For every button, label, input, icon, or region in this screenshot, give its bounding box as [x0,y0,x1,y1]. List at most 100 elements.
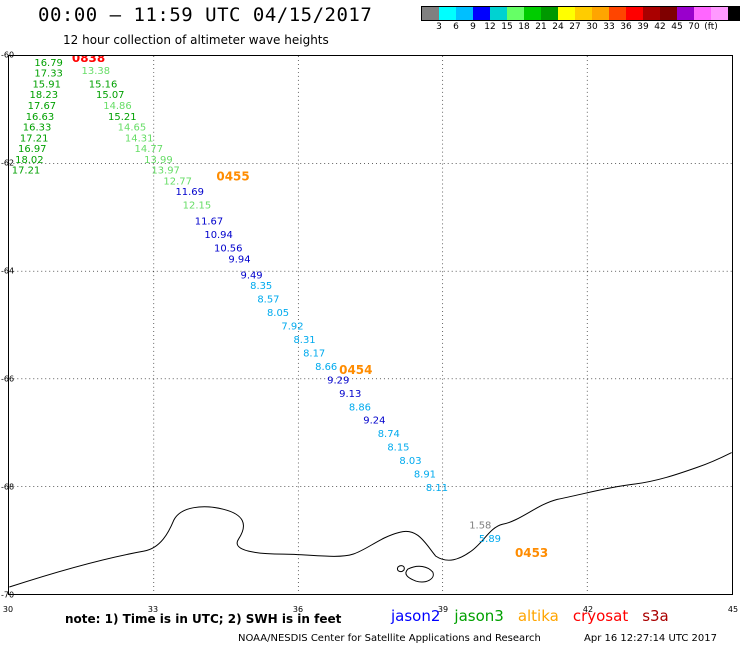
generated-timestamp: Apr 16 12:27:14 UTC 2017 [584,633,717,644]
wave-height-value: 17.21 [20,133,48,144]
wave-height-value: 9.13 [339,389,361,400]
wave-height-value: 18.23 [30,90,59,101]
satellite-legend: jason2 jason3 altika cryosat s3a [391,607,683,625]
wave-height-value: 7.92 [281,322,303,333]
wave-height-value: 11.67 [195,217,223,228]
wave-height-value: 9.29 [327,375,349,386]
legend-swatch [490,7,507,20]
wave-height-value: 11.69 [175,187,203,198]
legend-label: 24 [552,22,564,32]
legend-swatch [626,7,643,20]
longitude-tick: 30 [2,605,14,614]
pass-time-label: 0455 [216,169,249,183]
wave-height-value: 13.97 [151,166,180,177]
satellite-name: s3a [642,607,669,625]
wave-height-value: 8.11 [426,483,448,494]
legend-swatch [524,7,541,20]
wave-height-value: 8.15 [387,443,409,454]
latitude-tick: -60 [1,50,15,60]
pass-time-label: 0454 [339,363,372,377]
wave-height-value: 17.21 [12,166,40,177]
wave-height-value: 10.94 [204,230,232,241]
satellite-name: jason2 [391,607,441,625]
legend-label: 33 [603,22,615,32]
wave-height-value: 16.79 [34,58,62,69]
legend-swatch [677,7,694,20]
legend-labels: 3 6 9 12 15 18 21 24 27 30 33 36 39 42 45 70 (ft) [421,22,740,36]
legend-swatch [609,7,626,20]
longitude-tick: 42 [582,605,594,614]
antarctic-coastline [9,452,732,588]
longitude-tick: 33 [147,605,159,614]
satellite-name: cryosat [572,607,629,625]
wave-height-value: 14.77 [135,144,163,155]
wave-height-value: 8.86 [349,402,371,413]
legend-swatch [728,7,740,20]
legend-label: 36 [620,22,632,32]
credit-line: NOAA/NESDIS Center for Satellite Applica… [238,633,541,644]
wave-height-value: 5.89 [479,534,501,545]
color-legend: 3 6 9 12 15 18 21 24 27 30 33 36 39 42 45 70 (ft) [421,6,740,36]
legend-label: 21 [535,22,547,32]
legend-swatches [421,6,740,21]
wave-height-value: 8.91 [414,470,436,481]
wave-height-value: 9.49 [240,270,262,281]
satellite-name: altika [517,607,559,625]
legend-swatch [507,7,524,20]
wave-height-value: 16.33 [23,123,51,134]
latitude-tick: -68 [1,482,15,492]
latitude-tick: -62 [1,158,15,168]
wave-height-value: 18.02 [15,155,43,166]
legend-label: 42 [654,22,666,32]
legend-label: 39 [637,22,649,32]
wave-height-value: 13.99 [144,155,173,166]
island-outline [396,565,405,573]
longitude-tick: 45 [727,605,739,614]
longitude-tick: 36 [292,605,304,614]
wave-height-value: 12.77 [163,176,191,187]
legend-swatch [541,7,558,20]
wave-height-value: 10.56 [214,244,243,255]
wave-height-value: 16.63 [26,112,54,123]
satellite-name: jason3 [454,607,504,625]
wave-height-value: 15.21 [108,112,137,123]
legend-label: 9 [470,22,476,32]
legend-label: 45 [671,22,683,32]
observation-labels: 16.7917.3315.9118.2317.6716.6316.3317.21… [12,55,548,560]
latitude-tick: -66 [1,374,15,384]
legend-label: 12 [484,22,496,32]
wave-height-value: 15.91 [32,79,61,90]
wave-height-value: 15.16 [89,79,118,90]
wave-height-value: 8.31 [293,335,315,346]
legend-label: 3 [436,22,442,32]
legend-swatch [473,7,490,20]
legend-swatch [456,7,473,20]
legend-swatch [422,7,439,20]
longitude-tick: 39 [437,605,449,614]
legend-label: 15 [501,22,513,32]
wave-height-value: 8.03 [399,456,421,467]
lat-lon-grid [9,56,732,594]
wave-height-value: 13.38 [82,66,110,77]
legend-label: 30 [586,22,598,32]
legend-swatch [558,7,575,20]
map-subtitle: 12 hour collection of altimeter wave hei… [63,33,329,47]
legend-label: 70 [688,22,700,32]
legend-label: 27 [569,22,581,32]
wave-height-value: 15.07 [96,90,124,101]
pass-time-label: 0453 [515,546,548,560]
wave-height-value: 14.86 [103,101,132,112]
wave-height-value: 14.31 [125,133,154,144]
legend-swatch [694,7,711,20]
latitude-tick: -70 [1,590,15,600]
wave-height-value: 17.33 [34,69,62,80]
pass-time-label: 0838 [72,55,105,65]
wave-height-value: 16.97 [18,144,47,155]
footnote: note: 1) Time is in UTC; 2) SWH is in fe… [65,612,342,626]
map-title: 00:00 – 11:59 UTC 04/15/2017 [38,4,373,26]
wave-height-value: 12.15 [183,201,211,212]
ice-shelf-outline [405,565,434,583]
wave-height-value: 14.65 [118,123,147,134]
wave-height-value: 1.58 [469,521,491,532]
wave-height-value: 8.66 [315,362,337,373]
